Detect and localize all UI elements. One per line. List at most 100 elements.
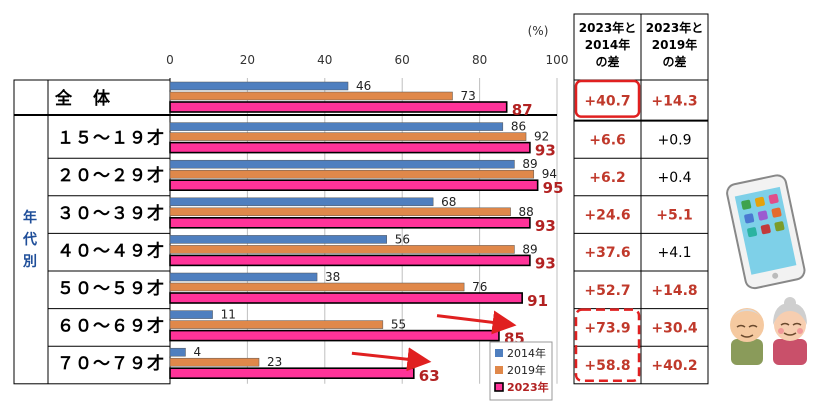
category-label: １５～１９才: [57, 128, 165, 149]
category-frame: [13, 79, 171, 385]
tick-label: 80: [472, 53, 487, 67]
bar-2023年: [169, 329, 500, 342]
legend-label: 2023年: [507, 380, 549, 394]
group-label-char: 代: [22, 231, 37, 248]
bar-2014年: [169, 272, 318, 282]
data-label: 86: [511, 120, 526, 134]
data-label: 11: [221, 308, 236, 322]
phone-button: [772, 272, 779, 279]
category-label: ３０～３９才: [57, 203, 165, 224]
diff-cell: +6.2: [589, 170, 626, 186]
category-label: 全 体: [54, 88, 112, 109]
group-label-char: 別: [22, 254, 37, 270]
bar-2023年: [169, 217, 531, 229]
legend-label: 2014年: [507, 346, 546, 360]
data-label: 46: [356, 79, 371, 93]
data-label-2023: 93: [535, 217, 556, 235]
bar-2014年: [169, 197, 434, 207]
category-label: ６０～６９才: [57, 316, 165, 337]
bar-2014年: [169, 347, 186, 357]
app-icon: [774, 221, 785, 232]
highlight-box: [574, 79, 641, 118]
bar-2014年: [169, 81, 349, 91]
data-label: 56: [395, 232, 410, 246]
tick-label: 0: [166, 53, 174, 67]
bar-2019年: [169, 207, 511, 217]
diff-cell: +30.4: [651, 320, 698, 336]
data-label-2023: 91: [527, 292, 548, 310]
data-label: 88: [519, 205, 534, 219]
trend-arrow: [436, 310, 517, 335]
bar-2014年: [169, 122, 504, 131]
data-label-2023: 93: [535, 254, 556, 272]
app-icon: [771, 207, 782, 218]
group-label-char: 年: [23, 209, 37, 226]
bar-2019年: [169, 245, 515, 254]
unit-label: (%): [528, 24, 549, 38]
man-hair: [731, 309, 763, 319]
diff-header: 2023年と 2019年の差: [646, 20, 703, 69]
bar-2023年: [169, 101, 508, 113]
data-label: 73: [461, 89, 476, 103]
category-label: ５０～５９才: [57, 278, 165, 299]
bar-2014年: [169, 159, 515, 169]
data-label: 89: [522, 157, 537, 171]
legend-label: 2019年: [507, 363, 546, 377]
diff-cell: +52.7: [584, 283, 630, 299]
app-icon: [744, 213, 755, 224]
data-label: 92: [534, 130, 549, 144]
app-icon: [754, 196, 765, 207]
diff-cell: +14.3: [651, 93, 697, 109]
woman-bun: [784, 297, 796, 309]
data-label: 38: [325, 270, 340, 284]
diff-cell: +24.6: [584, 208, 630, 224]
category-label: ７０～７９才: [57, 353, 165, 374]
legend-swatch: [494, 382, 504, 392]
bar-2023年: [169, 179, 539, 191]
bar-2014年: [169, 310, 213, 319]
diff-header: 2023年と 2014年の差: [579, 20, 636, 69]
legend-swatch: [495, 366, 503, 374]
diff-cell: +58.8: [584, 358, 630, 374]
diff-cell: +0.9: [658, 132, 692, 148]
bar-2019年: [169, 320, 384, 329]
app-icon: [747, 227, 758, 238]
data-label: 76: [472, 280, 487, 294]
woman-cheek: [778, 328, 784, 334]
tick-label: 100: [546, 53, 569, 67]
legend-swatch: [495, 349, 503, 357]
bar-2023年: [169, 292, 523, 304]
tick-label: 40: [317, 53, 332, 67]
woman-eyes: [780, 322, 802, 326]
category-label: ２０～２９才: [57, 165, 165, 186]
bar-2014年: [169, 235, 387, 244]
diff-cell: +5.1: [656, 208, 693, 224]
data-label: 23: [267, 355, 282, 369]
bar-2019年: [169, 132, 527, 141]
data-label: 68: [441, 195, 456, 209]
bar-2019年: [169, 282, 465, 292]
man-smile: [740, 334, 754, 338]
diff-cell: +40.7: [584, 93, 630, 109]
woman-hair: [773, 303, 807, 325]
data-label: 4: [193, 345, 201, 359]
smartphone-icon: [726, 174, 806, 290]
diff-cell: +6.6: [589, 132, 626, 148]
bar-2019年: [169, 169, 535, 179]
data-label: 89: [522, 242, 537, 256]
man-eyes: [736, 324, 758, 328]
diff-cell: +37.6: [584, 245, 630, 261]
data-label-2023: 63: [419, 367, 440, 385]
woman-cheek: [797, 328, 803, 334]
highlight-box-dashed: [574, 308, 641, 383]
data-label: 94: [542, 167, 557, 181]
diff-cell: +0.4: [658, 170, 692, 186]
data-label-2023: 93: [535, 142, 556, 160]
trend-arrow: [351, 347, 432, 372]
bar-2023年: [169, 141, 531, 154]
man-face: [730, 308, 764, 342]
data-label-2023: 95: [543, 179, 564, 197]
data-label-2023: 87: [512, 101, 533, 119]
app-icon: [741, 199, 752, 210]
